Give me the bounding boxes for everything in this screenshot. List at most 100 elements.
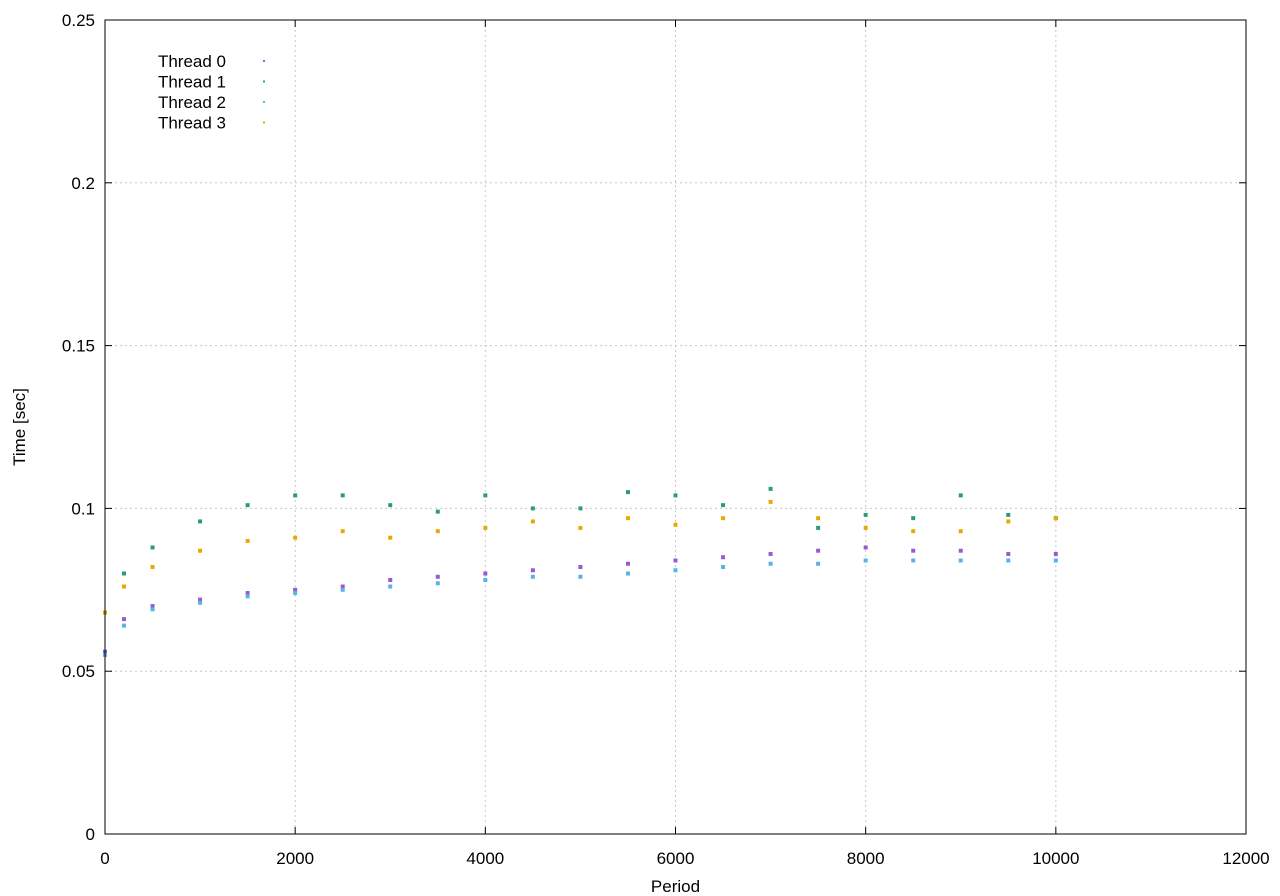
data-point [388, 503, 393, 508]
legend-label: Thread 2 [158, 93, 226, 112]
data-point [625, 571, 630, 576]
data-point [245, 538, 250, 543]
data-point [578, 525, 583, 530]
data-point [768, 499, 773, 504]
data-point [911, 548, 916, 553]
data-point [435, 509, 440, 514]
data-point [198, 548, 203, 553]
grid-lines [105, 20, 1246, 834]
data-point [721, 516, 726, 521]
legend-label: Thread 0 [158, 52, 226, 71]
x-tick-label: 0 [100, 849, 109, 868]
data-point [1053, 516, 1058, 521]
data-point [293, 493, 298, 498]
data-point [816, 525, 821, 530]
data-point [198, 600, 203, 605]
x-tick-label: 10000 [1032, 849, 1079, 868]
legend-label: Thread 1 [158, 73, 226, 92]
data-point [721, 503, 726, 508]
x-axis-label: Period [651, 877, 700, 896]
data-point [958, 529, 963, 534]
data-point [530, 506, 535, 511]
data-point [122, 571, 127, 576]
data-point [1006, 558, 1011, 563]
data-point [673, 568, 678, 573]
data-point [721, 555, 726, 560]
y-tick-label: 0.2 [71, 174, 95, 193]
legend-swatch [263, 80, 265, 83]
x-tick-label: 8000 [847, 849, 885, 868]
data-point [1053, 558, 1058, 563]
data-point [673, 558, 678, 563]
x-tick-label: 12000 [1222, 849, 1269, 868]
data-point [293, 535, 298, 540]
data-point [340, 584, 345, 589]
series-2 [103, 558, 1058, 657]
data-point [1053, 551, 1058, 556]
data-point [911, 529, 916, 534]
data-point [150, 607, 155, 612]
data-point [768, 551, 773, 556]
axes [104, 19, 1247, 835]
y-tick-label: 0.25 [62, 11, 95, 30]
data-point [578, 565, 583, 570]
data-point [245, 594, 250, 599]
data-point [863, 512, 868, 517]
data-point [245, 503, 250, 508]
data-point [1006, 519, 1011, 524]
data-point [388, 578, 393, 583]
data-point [1006, 551, 1011, 556]
data-point [435, 574, 440, 579]
data-point [958, 548, 963, 553]
data-point [122, 623, 127, 628]
series-3 [103, 499, 1058, 615]
data-point [958, 558, 963, 563]
data-point [673, 493, 678, 498]
data-point [958, 493, 963, 498]
data-point [816, 548, 821, 553]
data-point [816, 516, 821, 521]
data-point [150, 565, 155, 570]
data-point [530, 574, 535, 579]
tick-labels: 0 2000 4000 6000 8000 10000 12000 0 0.05 0.1 0.15 0… [62, 11, 1270, 868]
data-point [625, 490, 630, 495]
data-point [768, 486, 773, 491]
data-point [721, 565, 726, 570]
data-point [245, 591, 250, 596]
data-point [198, 519, 203, 524]
x-tick-label: 6000 [657, 849, 695, 868]
data-point [863, 525, 868, 530]
data-points [103, 486, 1058, 657]
x-tick-label: 4000 [466, 849, 504, 868]
data-point [768, 561, 773, 566]
data-point [122, 584, 127, 589]
data-point [483, 578, 488, 583]
data-point [388, 535, 393, 540]
data-point [673, 522, 678, 527]
legend-swatch [263, 101, 265, 103]
data-point [816, 561, 821, 566]
data-point [150, 604, 155, 609]
data-point [483, 493, 488, 498]
x-tick-label: 2000 [276, 849, 314, 868]
data-point [863, 545, 868, 550]
data-point [578, 506, 583, 511]
data-point [625, 561, 630, 566]
legend-swatch [263, 60, 265, 62]
data-point [198, 597, 203, 602]
data-point [293, 591, 298, 596]
data-point [1006, 512, 1011, 517]
data-point [625, 516, 630, 521]
data-point [863, 558, 868, 563]
data-point [578, 574, 583, 579]
series-0 [103, 545, 1058, 654]
data-point [435, 581, 440, 586]
data-point [293, 587, 298, 592]
data-point [388, 584, 393, 589]
data-point [340, 529, 345, 534]
data-point [435, 529, 440, 534]
data-point [340, 587, 345, 592]
y-tick-label: 0.1 [71, 499, 95, 518]
